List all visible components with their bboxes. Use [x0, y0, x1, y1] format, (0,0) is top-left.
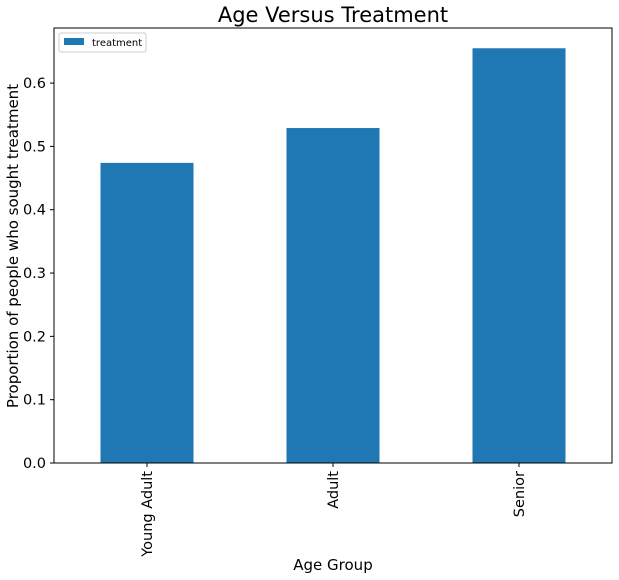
- legend-swatch: [64, 38, 84, 45]
- legend-label-treatment: treatment: [92, 38, 142, 49]
- y-tick-label: 0.5: [23, 139, 46, 155]
- x-axis: Young Adult Adult Senior: [140, 463, 528, 558]
- legend: treatment: [58, 32, 147, 53]
- bar-senior: [472, 48, 566, 463]
- plot-area: [100, 48, 566, 463]
- bar-adult: [286, 128, 380, 463]
- y-tick-label: 0.1: [23, 393, 46, 409]
- x-axis-label: Age Group: [293, 556, 372, 574]
- y-tick-label: 0.0: [23, 456, 46, 472]
- y-axis-label: Proportion of people who sought treatmen…: [4, 84, 22, 408]
- y-axis: 0.0 0.1 0.2 0.3 0.4 0.5 0.6: [23, 76, 54, 472]
- y-tick-label: 0.4: [23, 203, 46, 219]
- legend-box: [58, 32, 147, 53]
- y-tick-label: 0.6: [23, 76, 46, 92]
- x-tick-label: Young Adult: [140, 471, 156, 558]
- bar-young-adult: [100, 162, 194, 463]
- chart-title: Age Versus Treatment: [218, 3, 448, 27]
- x-tick-label: Adult: [326, 471, 342, 509]
- x-tick-label: Senior: [512, 471, 528, 517]
- y-tick-label: 0.3: [23, 266, 46, 282]
- y-tick-label: 0.2: [23, 329, 46, 345]
